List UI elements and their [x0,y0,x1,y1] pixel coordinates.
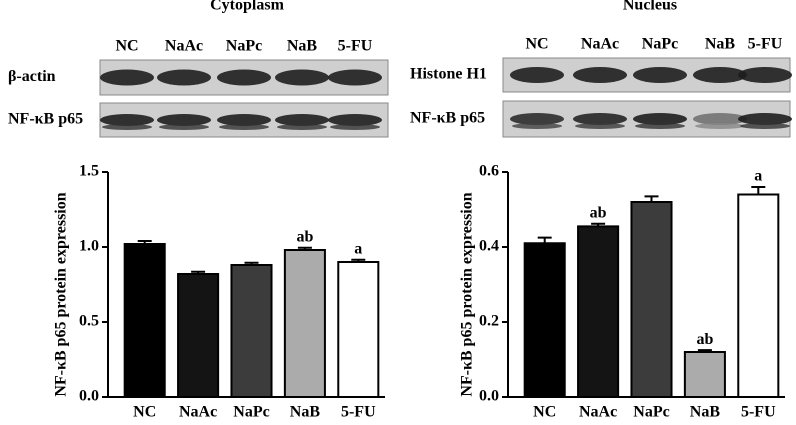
blot-band [275,69,329,86]
significance-label: ab [296,228,313,245]
y-tick-label: 0.0 [479,388,499,405]
blot-band [693,113,747,125]
y-tick-label: 1.5 [79,163,99,180]
lane-label: NaAc [581,36,619,53]
blot-band [633,113,687,125]
blot-title: Cytoplasm [210,0,284,14]
y-tick-label: 0.0 [79,388,99,405]
x-tick-label: NaB [690,404,721,421]
blot-band [738,67,792,83]
bar [683,351,726,398]
blot-band [102,124,152,130]
blot-band [328,114,382,126]
blot-band [695,123,745,129]
error-bar [137,240,152,244]
bar [337,261,380,398]
row-label: NF-κB p65 [410,110,485,127]
blot-band [157,69,211,86]
blot-band [100,114,154,126]
blot-band [693,67,747,83]
blot-band [217,114,271,126]
blot-band [573,113,627,125]
blot-title: Nucleus [623,0,677,14]
bar [283,249,326,398]
lane-label: NC [525,36,548,53]
row-label: NF-κB p65 [8,111,83,128]
blot-band [159,124,209,130]
x-tick-label: 5-FU [741,404,776,421]
significance-label: a [754,168,762,185]
y-tick-label: 0.4 [479,238,499,255]
bar [177,273,220,398]
x-tick-label: NC [133,404,156,421]
x-tick-label: NaB [290,404,321,421]
bar [577,225,620,398]
lane-label: NaAc [165,38,203,55]
error-bar [351,258,366,262]
error-bar [644,195,659,202]
blot-band [157,114,211,126]
x-tick-label: NaAc [179,404,217,421]
blot-band [219,124,269,130]
error-bar [244,261,259,265]
y-tick-label: 0.6 [479,163,499,180]
error-bar [297,246,312,250]
lane-label: 5-FU [748,36,783,53]
y-tick-label: 0.5 [79,313,99,330]
blot-band [275,114,329,126]
error-bar [751,186,766,195]
bar [123,243,166,398]
blot-band [510,113,564,125]
error-bar [537,236,552,244]
bar [737,193,780,398]
x-tick-label: NC [533,404,556,421]
x-tick-label: NaPc [233,404,269,421]
y-tick-label: 0.2 [479,313,499,330]
lane-label: NaPc [226,38,262,55]
blot-band [328,69,382,86]
error-bar [697,349,712,352]
x-tick-label: 5-FU [341,404,376,421]
error-bar [591,222,606,227]
row-label: β-actin [8,68,56,85]
blot-band [740,123,790,129]
blot-band [277,124,327,130]
lane-label: 5-FU [338,38,373,55]
bar [630,201,673,398]
lane-label: NC [115,38,138,55]
bar [230,264,273,398]
error-bar [191,270,206,274]
blot-band [738,113,792,125]
blot-band [100,69,154,86]
blot-band [573,67,627,83]
blot-band [575,123,625,129]
y-axis-label: NF-κB p65 protein expression [53,192,70,396]
row-label: Histone H1 [410,66,487,83]
significance-label: a [354,240,362,257]
blot-band [217,69,271,86]
blot-band [633,67,687,83]
bar [523,242,566,398]
x-tick-label: NaAc [579,404,617,421]
lane-label: NaB [287,38,318,55]
lane-label: NaB [705,36,736,53]
blot-band [510,67,564,83]
significance-label: ab [696,331,713,348]
blot-band [635,123,685,129]
y-tick-label: 1.0 [79,238,99,255]
x-tick-label: NaPc [633,404,669,421]
significance-label: ab [590,204,607,221]
y-axis-label: NF-κB p65 protein expression [459,192,476,396]
lane-label: NaPc [642,36,678,53]
blot-band [330,124,380,130]
blot-band [512,123,562,129]
